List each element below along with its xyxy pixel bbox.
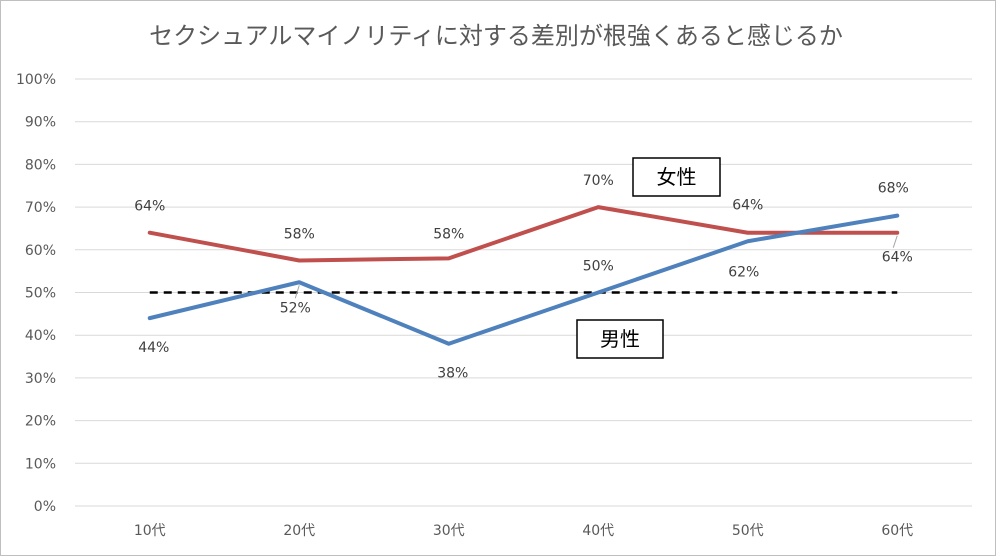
data-label: 70% [583, 173, 614, 189]
data-label: 58% [284, 226, 315, 242]
chart-title: セクシュアルマイノリティに対する差別が根強くあると感じるか [149, 22, 843, 50]
data-label: 64% [134, 199, 165, 215]
data-label: 50% [583, 259, 614, 275]
x-tick-label: 50代 [732, 523, 764, 539]
series-name-box [632, 157, 721, 197]
y-tick-label: 50% [25, 286, 56, 302]
data-label: 64% [882, 250, 913, 266]
data-label: 62% [728, 264, 759, 280]
series-name-label: 男性 [600, 327, 640, 351]
x-axis-ticks: 10代 20代 30代 40代 50代 60代 [134, 523, 913, 539]
x-tick-label: 60代 [881, 523, 913, 539]
y-tick-label: 40% [25, 328, 56, 344]
data-label: 68% [878, 181, 909, 197]
data-label: 44% [138, 340, 169, 356]
y-axis-ticks: 0% 10% 20% 30% 40% 50% 60% 70% 80% 90% 100% [16, 72, 56, 515]
label-leader-line [892, 235, 898, 248]
data-label: 52% [280, 300, 311, 316]
y-tick-label: 100% [16, 72, 56, 88]
x-tick-label: 30代 [433, 523, 465, 539]
y-tick-label: 0% [34, 499, 56, 515]
series-name-label: 女性 [657, 165, 697, 189]
y-tick-label: 60% [25, 243, 56, 259]
y-tick-label: 70% [25, 200, 56, 216]
y-tick-label: 20% [25, 414, 56, 430]
series-lines [147, 205, 900, 346]
data-label: 64% [732, 198, 763, 214]
data-label: 58% [433, 226, 464, 242]
y-tick-label: 80% [25, 157, 56, 173]
series-line [147, 205, 900, 263]
series-name-box [576, 319, 664, 359]
y-tick-label: 10% [25, 456, 56, 472]
x-tick-label: 40代 [582, 523, 614, 539]
x-tick-label: 20代 [283, 523, 315, 539]
y-tick-label: 90% [25, 115, 56, 131]
x-tick-label: 10代 [134, 523, 166, 539]
label-leader-line [294, 285, 300, 299]
data-labels: 64% 58% 58% 70% 64% 64% 44% 52% 38% 50% 62% 68% [134, 173, 913, 382]
data-label: 38% [437, 366, 468, 382]
y-tick-label: 30% [25, 371, 56, 387]
series-line [147, 213, 900, 346]
